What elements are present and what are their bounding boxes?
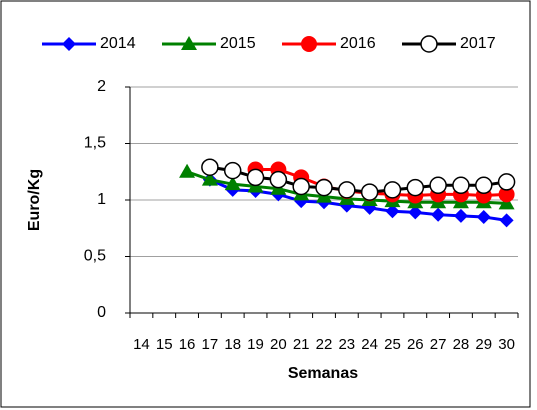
data-point: [269, 170, 288, 189]
data-point: [452, 176, 470, 195]
data-point: [476, 209, 491, 224]
y-tick-label: 1,5: [84, 135, 106, 152]
x-tick-label: 17: [202, 336, 219, 353]
x-tick-label: 25: [384, 336, 401, 353]
data-point: [385, 204, 400, 219]
x-tick-label: 19: [247, 336, 264, 353]
x-tick-label: 18: [224, 336, 241, 353]
data-point: [338, 181, 356, 199]
data-point: [498, 186, 515, 203]
data-point: [431, 207, 446, 222]
legend-marker: [181, 36, 197, 50]
x-tick-label: 27: [430, 336, 447, 353]
data-point: [360, 183, 379, 201]
data-point: [406, 178, 425, 197]
x-tick-label: 22: [316, 336, 333, 353]
x-tick-label: 24: [361, 336, 378, 353]
x-axis-title: Semanas: [288, 365, 358, 382]
data-point: [315, 178, 333, 197]
legend-label: 2016: [340, 35, 376, 52]
data-point: [499, 213, 514, 228]
x-tick-label: 26: [407, 336, 424, 353]
data-point: [408, 205, 423, 220]
data-point: [497, 173, 516, 191]
data-point: [179, 163, 196, 178]
legend-label: 2017: [460, 35, 496, 52]
x-tick-label: 29: [475, 336, 492, 353]
data-point: [498, 195, 515, 210]
x-tick-label: 23: [338, 336, 355, 353]
x-tick-label: 20: [270, 336, 287, 353]
y-axis-title: Euro/Kg: [26, 169, 43, 231]
x-tick-label: 16: [179, 336, 196, 353]
y-tick-label: 1: [97, 191, 106, 208]
data-point: [429, 176, 447, 195]
legend-label: 2014: [100, 35, 136, 52]
x-tick-label: 30: [498, 336, 515, 353]
data-point: [475, 176, 493, 195]
data-point: [453, 208, 468, 223]
legend-marker: [420, 35, 438, 53]
legend-label: 2015: [220, 35, 256, 52]
x-tick-label: 14: [133, 336, 150, 353]
data-point: [383, 181, 402, 199]
y-tick-label: 0,5: [84, 248, 106, 265]
data-point: [292, 177, 310, 196]
legend-marker: [62, 37, 76, 51]
x-tick-label: 15: [156, 336, 173, 353]
legend-marker: [301, 36, 317, 52]
y-tick-label: 0: [97, 304, 106, 321]
data-point: [246, 168, 265, 187]
data-point: [223, 161, 242, 180]
x-tick-label: 21: [293, 336, 310, 353]
data-point: [201, 158, 219, 176]
data-point: [201, 171, 218, 186]
x-tick-label: 28: [453, 336, 470, 353]
y-tick-label: 2: [97, 78, 106, 95]
data-point: [224, 176, 241, 191]
